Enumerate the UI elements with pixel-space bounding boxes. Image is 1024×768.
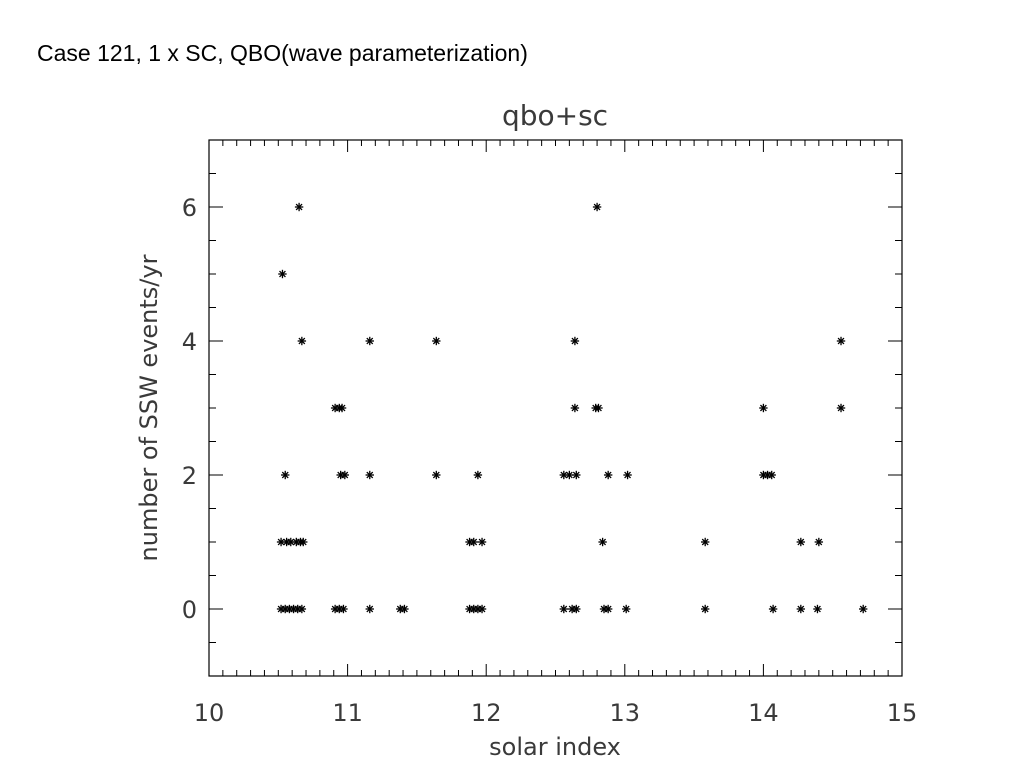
data-point: [299, 537, 308, 547]
data-point: [339, 604, 348, 614]
data-point: [400, 604, 409, 614]
data-point: [572, 470, 581, 480]
data-points: [276, 202, 868, 614]
data-point: [297, 604, 307, 614]
data-point: [700, 604, 710, 614]
data-point: [767, 470, 776, 480]
data-point: [278, 269, 287, 279]
data-point: [700, 537, 710, 547]
y-tick-label: 2: [182, 462, 197, 490]
data-point: [297, 336, 307, 346]
chart-title: qbo+sc: [502, 99, 608, 132]
x-tick-label: 10: [194, 699, 225, 727]
x-tick-label: 13: [610, 699, 641, 727]
data-point: [570, 336, 580, 346]
data-point: [365, 470, 374, 480]
data-point: [473, 470, 483, 480]
data-point: [796, 604, 806, 614]
data-point: [340, 470, 350, 480]
data-point: [432, 470, 441, 480]
x-tick-label: 12: [471, 699, 502, 727]
y-tick-label: 4: [182, 328, 197, 356]
y-tick-label: 0: [182, 596, 197, 624]
plot-frame: [208, 139, 903, 677]
data-point: [623, 470, 632, 480]
x-axis-label: solar index: [489, 733, 621, 761]
y-tick-label: 6: [182, 194, 197, 222]
data-point: [477, 604, 487, 614]
data-point: [432, 336, 441, 346]
data-point: [565, 470, 574, 480]
data-point: [814, 537, 824, 547]
data-point: [559, 604, 569, 614]
data-point: [294, 202, 304, 212]
data-point: [796, 537, 806, 547]
data-point: [813, 604, 822, 614]
data-point: [365, 336, 374, 346]
data-point: [365, 604, 374, 614]
data-point: [603, 604, 613, 614]
data-point: [836, 336, 846, 346]
y-axis-label: number of SSW events/yr: [135, 254, 163, 561]
data-point: [477, 537, 487, 547]
x-tick-label: 11: [332, 699, 363, 727]
data-point: [594, 403, 603, 413]
slide-title: Case 121, 1 x SC, QBO(wave parameterizat…: [37, 40, 528, 66]
data-point: [836, 403, 846, 413]
data-point: [469, 537, 478, 547]
data-point: [768, 604, 778, 614]
data-point: [572, 604, 581, 614]
data-point: [337, 403, 347, 413]
data-point: [570, 403, 580, 413]
data-point: [598, 537, 607, 547]
axis-ticks: 10 11 12 13 14 15 0 2 4 6: [182, 139, 918, 727]
data-point: [621, 604, 631, 614]
data-point: [858, 604, 868, 614]
x-tick-label: 15: [887, 699, 918, 727]
x-tick-label: 14: [748, 699, 779, 727]
data-point: [281, 470, 290, 480]
data-point: [759, 403, 768, 413]
data-point: [603, 470, 613, 480]
data-point: [592, 202, 602, 212]
